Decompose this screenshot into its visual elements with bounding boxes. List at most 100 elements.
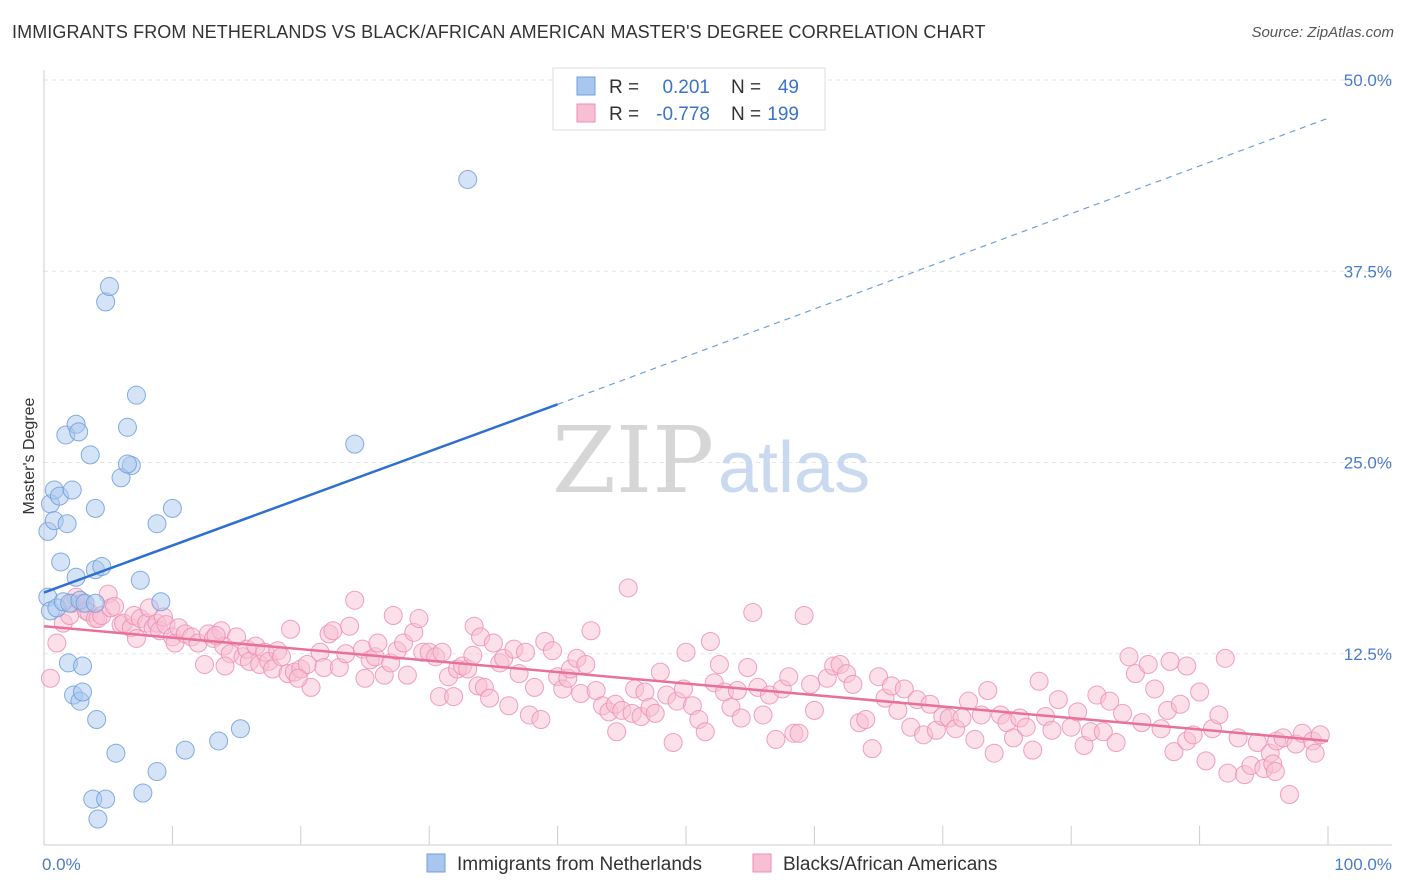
data-point — [458, 169, 478, 189]
data-point — [117, 417, 137, 437]
data-point — [1279, 785, 1299, 805]
data-point — [87, 710, 107, 730]
data-point — [230, 719, 250, 739]
data-point — [727, 680, 747, 700]
data-point — [766, 729, 786, 749]
legend-r-label-blue: R = — [609, 77, 639, 98]
data-point — [650, 662, 670, 682]
data-point — [345, 590, 365, 610]
data-point — [463, 645, 483, 665]
data-point — [531, 710, 551, 730]
data-point — [40, 668, 60, 688]
data-point — [301, 677, 321, 697]
data-point — [709, 654, 729, 674]
data-point — [1305, 743, 1325, 763]
data-point — [984, 743, 1004, 763]
bottom-legend: Immigrants from Netherlands Blacks/Afric… — [426, 853, 997, 875]
watermark-zip: ZIP — [552, 407, 714, 514]
data-point — [862, 739, 882, 759]
data-point — [1048, 690, 1068, 710]
bottom-legend-label-pink: Blacks/African Americans — [783, 854, 997, 875]
data-point — [958, 691, 978, 711]
data-point — [206, 625, 226, 645]
data-point — [51, 552, 71, 572]
legend-r-label-pink: R = — [609, 104, 639, 125]
data-point — [147, 514, 167, 534]
bottom-legend-swatch-pink — [752, 853, 772, 873]
data-point — [1151, 719, 1171, 739]
trend-line-pink — [43, 624, 1329, 743]
trend-line-blue-extension — [557, 117, 1329, 405]
data-point — [73, 682, 93, 702]
data-point — [1106, 732, 1126, 752]
data-point — [126, 628, 146, 648]
data-point — [345, 434, 365, 454]
data-point — [542, 641, 562, 661]
data-point — [676, 642, 696, 662]
data-point — [1209, 705, 1229, 725]
data-point — [700, 632, 720, 652]
data-point — [409, 609, 429, 629]
data-point — [571, 684, 591, 704]
legend-n-value-blue: 49 — [778, 77, 799, 98]
legend-r-value-blue: 0.201 — [662, 77, 710, 98]
data-point — [738, 658, 758, 678]
data-point — [368, 633, 388, 653]
data-point — [663, 732, 683, 752]
data-point — [1003, 728, 1023, 748]
data-point — [779, 667, 799, 687]
data-point — [130, 570, 150, 590]
y-tick-label: 37.5% — [1344, 262, 1392, 281]
axes — [43, 70, 1392, 846]
data-point — [432, 642, 452, 662]
data-point — [1164, 742, 1184, 762]
data-point — [856, 710, 876, 730]
data-point — [195, 654, 214, 674]
data-point — [355, 668, 375, 688]
data-point — [978, 680, 998, 700]
data-point — [1042, 720, 1062, 740]
data-point — [645, 703, 665, 723]
watermark-atlas: atlas — [718, 428, 870, 508]
data-point — [105, 596, 125, 616]
data-point — [794, 606, 814, 625]
data-point — [804, 700, 824, 720]
data-point — [576, 654, 596, 674]
data-point — [516, 642, 535, 662]
data-point — [801, 674, 821, 694]
data-point — [117, 454, 137, 474]
y-tick-label: 25.0% — [1344, 454, 1392, 473]
data-point — [1145, 679, 1165, 699]
data-point — [1196, 751, 1216, 771]
data-point — [69, 422, 89, 442]
data-point — [96, 789, 116, 809]
data-point — [499, 696, 519, 716]
data-point — [397, 665, 417, 685]
legend-n-label-blue: N = — [731, 77, 761, 98]
data-point — [162, 498, 182, 518]
data-point — [1119, 647, 1139, 667]
data-point — [57, 514, 77, 534]
data-point — [323, 621, 343, 641]
data-point — [1023, 740, 1043, 760]
data-point — [1100, 691, 1120, 711]
data-point — [695, 722, 715, 742]
data-point — [147, 762, 167, 782]
data-point — [1093, 722, 1113, 742]
data-point — [1170, 694, 1190, 714]
data-point — [1215, 648, 1235, 668]
data-point — [209, 731, 229, 751]
data-point — [1068, 702, 1088, 722]
data-point — [483, 633, 503, 653]
legend-swatch-blue — [576, 76, 596, 96]
data-point — [581, 621, 601, 641]
data-point — [524, 677, 544, 697]
x-tick-label: 100.0% — [1334, 855, 1392, 874]
x-tick-marks — [171, 826, 1329, 845]
data-point — [753, 705, 773, 725]
data-point — [444, 687, 464, 707]
data-point — [85, 593, 105, 613]
data-point — [1177, 656, 1197, 676]
data-point — [618, 578, 638, 598]
y-tick-label: 12.5% — [1344, 645, 1392, 664]
